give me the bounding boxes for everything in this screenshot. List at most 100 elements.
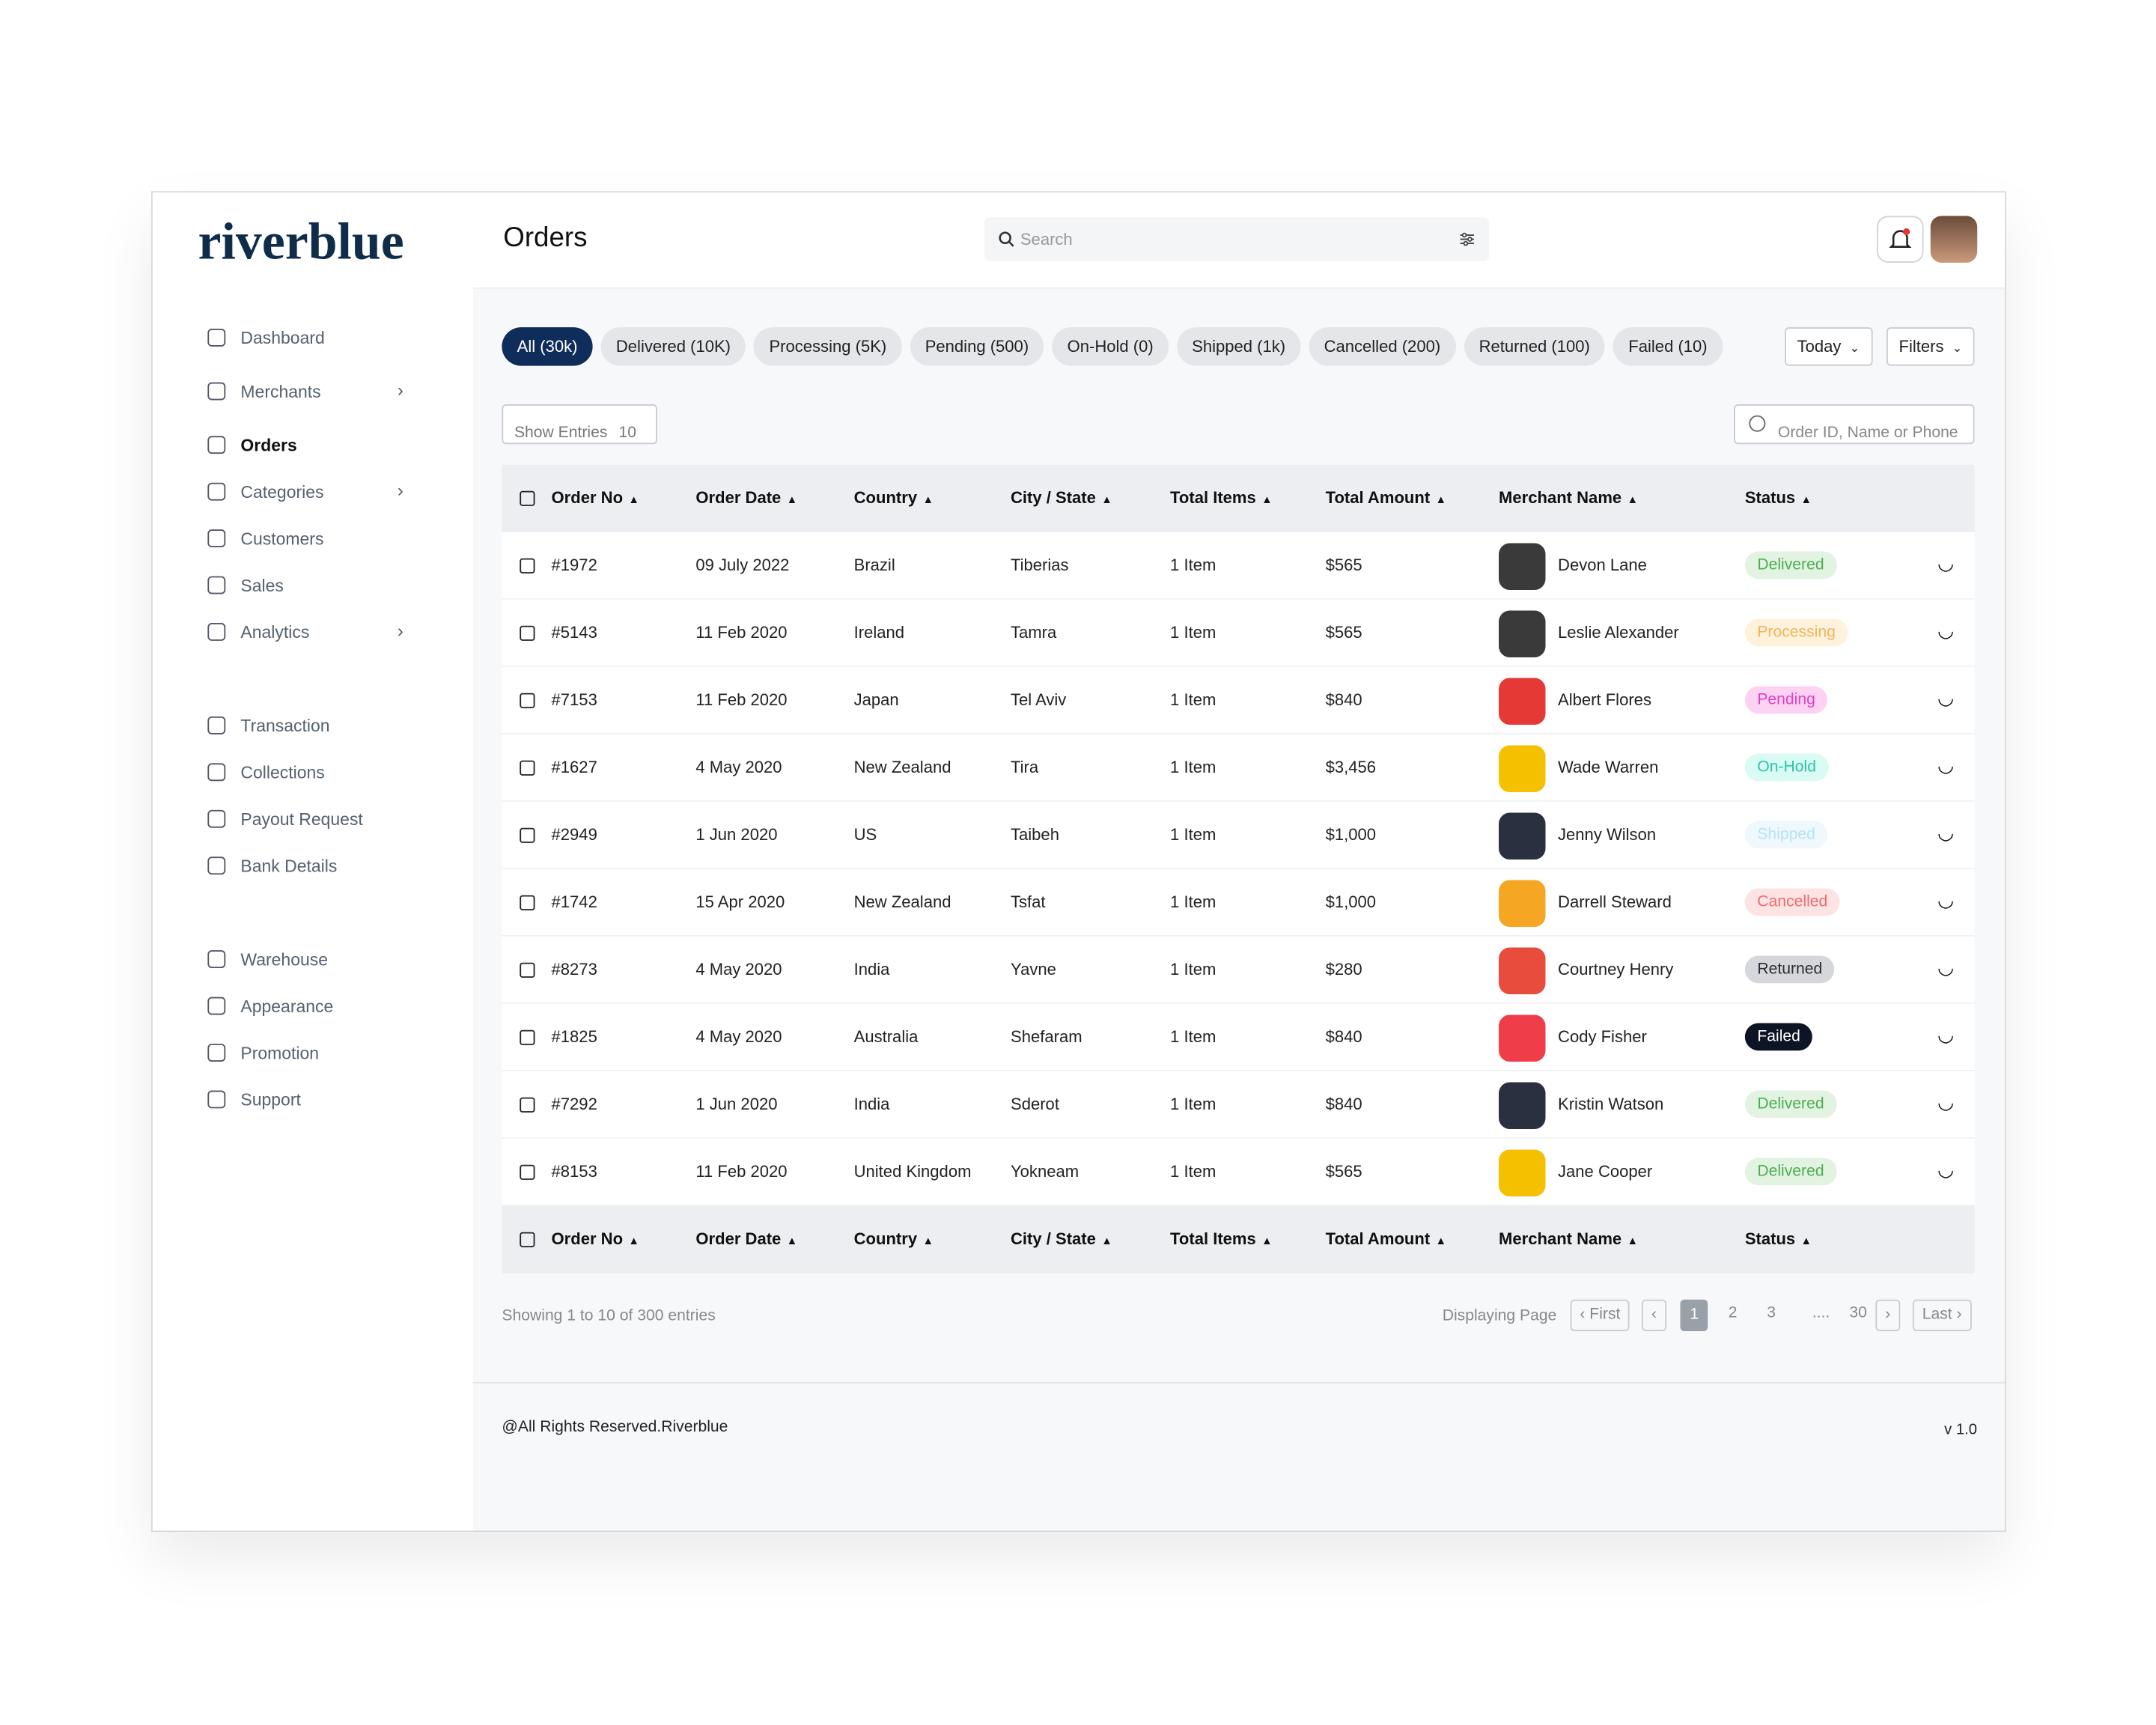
column-header[interactable]: Total Amount ▲ [1325, 1229, 1447, 1249]
nav-item[interactable]: Customers [205, 526, 425, 553]
cell-text: 4 May 2020 [695, 1027, 782, 1047]
nav-item[interactable]: Warehouse [205, 946, 425, 974]
notification-button[interactable] [1877, 216, 1924, 263]
status-tab[interactable]: Delivered (10K) [600, 327, 746, 366]
view-icon[interactable]: ◡ [1937, 888, 1955, 910]
column-header[interactable]: Order No ▲ [551, 1229, 639, 1249]
column-header[interactable]: Order No ▲ [551, 488, 639, 508]
dropdown-button[interactable]: Today ⌄ [1785, 327, 1872, 366]
table-row: #7153 11 Feb 2020 Japan Tel Aviv 1 Item $840 A… [502, 666, 1975, 734]
user-avatar[interactable] [1930, 216, 1978, 263]
cell-text: 1 Item [1170, 623, 1216, 642]
column-header[interactable]: Merchant Name ▲ [1499, 488, 1639, 508]
view-icon[interactable]: ◡ [1937, 686, 1955, 708]
page-button[interactable]: › [1875, 1299, 1901, 1331]
column-header[interactable]: Status ▲ [1744, 1229, 1812, 1249]
copyright: @All Rights Reserved.Riverblue [502, 1419, 728, 1436]
nav-item[interactable]: Dashboard [205, 324, 425, 352]
cell-text: Yavne [1011, 960, 1056, 979]
cell-text: Ireland [853, 623, 905, 642]
page-button[interactable]: 3 [1767, 1305, 1776, 1322]
checkbox[interactable] [520, 693, 535, 708]
view-icon[interactable]: ◡ [1937, 955, 1955, 978]
search-box[interactable]: Search [984, 217, 1490, 261]
nav-item[interactable]: Promotion [205, 1040, 425, 1068]
status-badge: Returned [1744, 955, 1835, 984]
dropdown-button[interactable]: Filters ⌄ [1886, 327, 1975, 366]
cell-text: $1,000 [1325, 892, 1377, 912]
status-tab[interactable]: Shipped (1k) [1176, 327, 1301, 366]
column-header[interactable]: Total Amount ▲ [1325, 488, 1447, 508]
page-button[interactable]: .... [1812, 1305, 1830, 1322]
show-entries[interactable]: Show Entries 10 [502, 404, 657, 445]
column-header[interactable]: Total Items ▲ [1170, 488, 1273, 508]
nav-item[interactable]: Payout Request [205, 806, 425, 833]
status-tab[interactable]: On-Hold (0) [1052, 327, 1169, 366]
status-badge: Shipped [1744, 821, 1828, 849]
cell-text: 1 Item [1170, 758, 1216, 777]
nav-item[interactable]: Merchants › [205, 378, 425, 406]
checkbox[interactable] [520, 1232, 535, 1247]
view-icon[interactable]: ◡ [1937, 618, 1955, 641]
nav-item[interactable]: Transaction [205, 712, 425, 740]
status-tab[interactable]: All (30k) [502, 327, 593, 366]
page-button[interactable]: 1 [1680, 1299, 1708, 1331]
nav-item[interactable]: Bank Details [205, 853, 425, 880]
checkbox[interactable] [520, 490, 535, 506]
table-row: #5143 11 Feb 2020 Ireland Tamra 1 Item $565 Le… [502, 599, 1975, 667]
column-header[interactable]: Order Date ▲ [695, 488, 798, 508]
checkbox[interactable] [520, 1164, 535, 1180]
status-tab[interactable]: Returned (100) [1464, 327, 1606, 366]
nav-item[interactable]: Collections [205, 759, 425, 787]
page-button[interactable]: Last › [1912, 1299, 1972, 1331]
view-icon[interactable]: ◡ [1937, 1023, 1955, 1045]
nav-item[interactable]: Analytics › [205, 619, 425, 647]
checkbox[interactable] [520, 625, 535, 641]
column-header[interactable]: Order Date ▲ [695, 1229, 798, 1249]
cell-text: $565 [1325, 623, 1362, 642]
view-icon[interactable]: ◡ [1937, 1090, 1955, 1113]
checkbox[interactable] [520, 895, 535, 910]
nav-item[interactable]: Categories › [205, 478, 425, 506]
nav-item[interactable]: Appearance [205, 993, 425, 1020]
checkbox[interactable] [520, 1029, 535, 1045]
nav-item[interactable]: Sales [205, 572, 425, 600]
column-header[interactable]: City / State ▲ [1011, 1229, 1112, 1249]
status-tab[interactable]: Failed (10) [1613, 327, 1723, 366]
pagination-label: Displaying Page [1442, 1307, 1557, 1324]
checkbox[interactable] [520, 962, 535, 978]
page-button[interactable]: 2 [1728, 1305, 1738, 1322]
top-bar: Orders Search [472, 192, 2005, 289]
checkbox[interactable] [520, 760, 535, 776]
merchant-name: Jenny Wilson [1558, 825, 1657, 845]
nav-icon [207, 482, 226, 501]
cell-text: 1 Item [1170, 1095, 1216, 1114]
status-tab[interactable]: Pending (500) [910, 327, 1044, 366]
checkbox[interactable] [520, 558, 535, 574]
checkbox[interactable] [520, 827, 535, 843]
status-tab[interactable]: Processing (5K) [754, 327, 902, 366]
page-button[interactable]: 30 [1849, 1305, 1867, 1322]
checkbox[interactable] [520, 1097, 535, 1113]
column-header[interactable]: City / State ▲ [1011, 488, 1112, 508]
view-icon[interactable]: ◡ [1937, 1157, 1955, 1180]
page-button[interactable]: ‹ First [1570, 1299, 1630, 1331]
view-icon[interactable]: ◡ [1937, 753, 1955, 776]
nav-item[interactable]: Orders [205, 432, 425, 460]
column-header[interactable]: Country ▲ [853, 488, 934, 508]
nav-chevron: › [397, 620, 404, 641]
page-button[interactable]: ‹ [1642, 1299, 1666, 1331]
table-search[interactable]: Order ID, Name or Phone [1734, 404, 1975, 445]
sort-icon: ▲ [922, 493, 934, 506]
status-tab[interactable]: Cancelled (200) [1309, 327, 1456, 366]
column-header[interactable]: Country ▲ [853, 1229, 934, 1249]
column-header[interactable]: Merchant Name ▲ [1499, 1229, 1639, 1249]
cell-text: 1 Item [1170, 1027, 1216, 1047]
column-header[interactable]: Status ▲ [1744, 488, 1812, 508]
nav-item[interactable]: Support [205, 1086, 425, 1114]
filter-icon[interactable] [1459, 231, 1476, 248]
view-icon[interactable]: ◡ [1937, 551, 1955, 574]
table-row: #2949 1 Jun 2020 US Taibeh 1 Item $1,000 Jenny… [502, 801, 1975, 869]
column-header[interactable]: Total Items ▲ [1170, 1229, 1273, 1249]
view-icon[interactable]: ◡ [1937, 821, 1955, 843]
